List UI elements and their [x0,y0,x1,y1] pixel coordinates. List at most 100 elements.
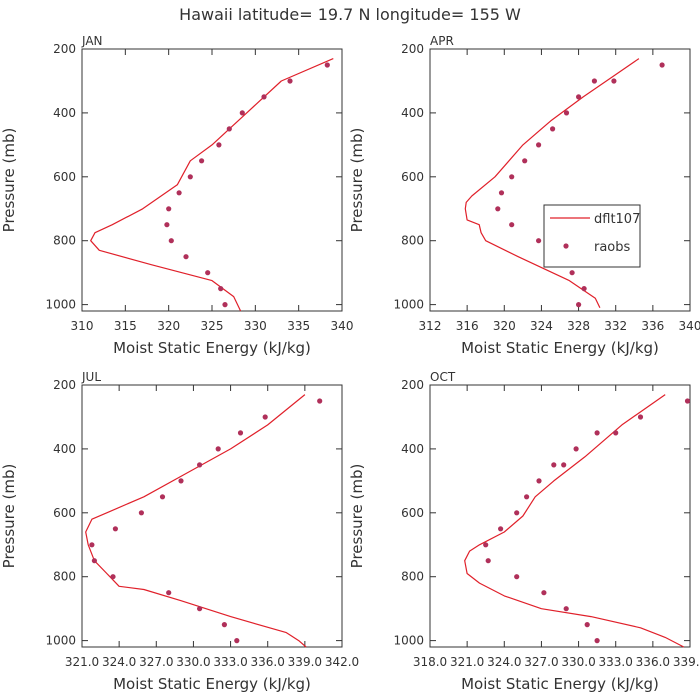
chart-apr-panel: APR 312 316 320 324 328 332 336 340 200 400 600 800 1… [348,34,700,357]
chart-jan-xtick-label: 335 [287,319,310,333]
chart-apr-title: APR [430,34,454,48]
chart-jan-raobs-point [199,158,205,164]
chart-jul-raobs-point [197,606,203,612]
chart-jul-ytick-label: 400 [53,442,76,456]
chart-jan-ytick-label: 800 [53,234,76,248]
chart-jan-xtick-label: 325 [201,319,224,333]
chart-apr-xtick-label: 312 [419,319,442,333]
chart-apr-ytick-label: 600 [401,170,424,184]
chart-jul-panel: JUL 321.0 324.0 327.0 330.0 333.0 336.0 339.0 34… [0,370,359,693]
chart-oct-xtick-label: 339.0 [673,655,700,669]
chart-jul-frame [81,384,343,648]
chart-jul-xtick-label: 336.0 [251,655,285,669]
chart-jul-ytick-label: 1000 [45,634,76,648]
chart-oct-xtick-label: 327.0 [524,655,558,669]
chart-jul-title: JUL [81,370,101,384]
chart-apr-xtick-label: 340 [679,319,700,333]
chart-jul-raobs-point [138,510,144,516]
chart-jul-raobs-point [166,590,172,596]
chart-jan-raobs-point [168,238,174,244]
legend: dflt107 raobs [543,204,641,268]
chart-jan-raobs-point [166,206,172,212]
chart-oct-ytick-label: 200 [401,378,424,392]
chart-apr-raobs-point [591,78,598,84]
chart-jul-xtick-label: 321.0 [65,655,99,669]
chart-jan-frame [81,48,343,312]
chart-oct-raobs-point [514,510,520,516]
chart-apr-raobs-point [509,174,515,180]
chart-jul-ytick-label: 600 [53,506,76,520]
chart-jul-xtick-label: 333.0 [213,655,247,669]
chart-oct-ytick-label: 1000 [393,634,424,648]
chart-apr-xtick-label: 336 [641,319,664,333]
chart-apr-xtick-label: 332 [604,319,627,333]
chart-apr-raobs-point [563,110,570,116]
chart-jan-ytick-label: 400 [53,106,76,120]
chart-apr-series-dflt107-line [464,58,640,309]
chart-apr-raobs-point [550,126,556,132]
chart-oct-raobs-point [684,398,691,404]
chart-apr-frame [429,48,691,312]
chart-oct-xtick-label: 321.0 [450,655,484,669]
chart-jul-xtick-label: 327.0 [139,655,173,669]
chart-oct-ytick-label: 400 [401,442,424,456]
chart-oct-raobs-point [573,446,579,452]
chart-jan-raobs-point [164,222,170,228]
chart-jan-raobs-point [239,110,245,116]
chart-oct-xtick-label: 324.0 [487,655,521,669]
chart-jan-title: JAN [81,34,103,48]
chart-apr-xtick-label: 316 [456,319,479,333]
chart-apr-raobs-point [509,222,515,228]
chart-jan-raobs-point [324,62,330,68]
chart-apr-raobs-point [536,142,542,148]
chart-oct-raobs-point [637,414,644,420]
chart-jan-raobs-point [216,142,222,148]
chart-jul-series-dflt107-line [85,394,307,648]
chart-oct-raobs-point [541,590,547,596]
chart-oct-raobs-point [551,462,557,468]
chart-jul-raobs-point [262,414,268,420]
chart-apr-raobs-point [576,94,582,100]
chart-oct-raobs-point [613,430,619,436]
chart-jul-raobs-point [234,638,240,644]
chart-apr-xtick-label: 324 [530,319,553,333]
chart-jan-xtick-label: 315 [114,319,137,333]
chart-jan-ylabel: Pressure (mb) [0,128,18,233]
chart-jan-raobs-point [187,174,193,180]
legend-model-label: dflt107 [594,212,640,227]
chart-apr-raobs-point [576,302,582,308]
chart-jan-series-dflt107-line [90,58,334,312]
chart-jan-ytick-label: 1000 [45,298,76,312]
chart-jan-raobs-point [205,270,211,276]
chart-jan-xtick-label: 330 [244,319,267,333]
chart-oct-xtick-label: 336.0 [636,655,670,669]
chart-oct-raobs-point [498,526,504,532]
chart-jul-raobs-point [178,478,184,484]
chart-jul-ylabel: Pressure (mb) [0,464,18,569]
chart-jul-xtick-label: 330.0 [176,655,210,669]
chart-apr-ytick-label: 400 [401,106,424,120]
chart-jan-xtick-label: 310 [71,319,94,333]
chart-apr-raobs-point [659,62,665,68]
chart-oct-panel: OCT 318.0 321.0 324.0 327.0 330.0 333.0 336.0 33… [348,370,700,693]
chart-jan-raobs-point [287,78,293,84]
chart-oct-raobs-point [536,478,542,484]
figure-title: Hawaii latitude= 19.7 N longitude= 155 W [179,5,521,24]
chart-jan-raobs-point [226,126,232,132]
chart-oct-xtick-label: 333.0 [599,655,633,669]
chart-jul-xtick-label: 324.0 [102,655,136,669]
chart-oct-xtick-label: 318.0 [413,655,447,669]
chart-jul-raobs-point [110,574,116,580]
chart-oct-raobs-point [483,542,489,548]
chart-apr-raobs-point [495,206,501,212]
chart-jul-raobs-point [317,398,323,404]
chart-oct-series-dflt107-line [464,394,685,648]
chart-apr-ylabel: Pressure (mb) [348,128,366,233]
chart-jan-raobs-point [261,94,267,100]
chart-oct-ytick-label: 800 [401,570,424,584]
chart-oct-raobs-point [584,622,590,628]
chart-jul-raobs-point [221,622,227,628]
chart-jul-raobs-point [89,542,95,548]
chart-apr-raobs-point [498,190,505,196]
chart-jul-ytick-label: 800 [53,570,76,584]
